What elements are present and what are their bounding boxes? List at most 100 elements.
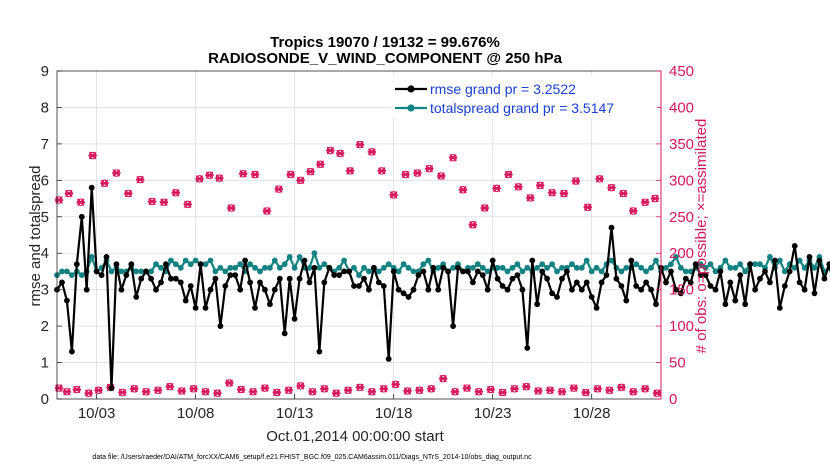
rmse-point bbox=[88, 184, 95, 191]
totalspread-point bbox=[321, 261, 328, 268]
obs-assimilated-marker bbox=[581, 388, 590, 397]
totalspread-point bbox=[271, 257, 278, 264]
rmse-point bbox=[539, 268, 546, 275]
y-axis-right: 0 50 100 150 200 250 300 350 400 450 bbox=[656, 63, 694, 408]
rmse-point bbox=[455, 264, 461, 271]
totalspread-point bbox=[796, 257, 803, 264]
totalspread-point bbox=[623, 264, 630, 271]
legend-rmse-marker bbox=[407, 85, 415, 93]
x-tick-label: 10/28 bbox=[573, 405, 611, 422]
obs-assimilated-marker bbox=[260, 384, 270, 392]
rmse-point bbox=[321, 279, 328, 286]
totalspread-point bbox=[108, 268, 115, 275]
legend: rmse grand pr = 3.2522 totalspread grand… bbox=[391, 76, 657, 118]
totalspread-point bbox=[232, 264, 239, 271]
rmse-point bbox=[772, 257, 778, 264]
obs-assimilated-marker bbox=[389, 191, 398, 199]
obs-assimilated-marker bbox=[320, 385, 329, 393]
y-right-tick-label: 300 bbox=[669, 172, 694, 189]
rmse-point bbox=[588, 294, 595, 300]
rmse-point bbox=[559, 275, 565, 282]
rmse-point bbox=[430, 264, 437, 271]
obs-assimilated-marker bbox=[238, 170, 248, 178]
obs-assimilated-marker bbox=[316, 160, 325, 169]
rmse-point bbox=[351, 283, 357, 289]
rmse-point bbox=[767, 279, 773, 286]
totalspread-point bbox=[509, 264, 516, 271]
obs-assimilated-marker bbox=[605, 386, 614, 395]
rmse-point bbox=[252, 305, 258, 311]
rmse-point bbox=[573, 279, 580, 286]
obs-assimilated-marker bbox=[545, 386, 555, 395]
totalspread-point bbox=[583, 257, 590, 264]
rmse-point bbox=[737, 272, 744, 278]
totalspread-point bbox=[484, 268, 491, 275]
rmse-point bbox=[207, 286, 214, 293]
totalspread-point bbox=[544, 264, 550, 271]
obs-assimilated-marker bbox=[76, 198, 85, 206]
footer-data-file: data file: /Users/raeder/DAI/ATM_forcXX/… bbox=[92, 454, 532, 461]
rmse-point bbox=[366, 286, 372, 293]
totalspread-point bbox=[187, 261, 194, 268]
obs-assimilated-marker bbox=[335, 149, 345, 158]
x-axis-label: Oct.01,2014 00:00:00 start bbox=[266, 428, 444, 445]
obs-assimilated-marker bbox=[306, 167, 315, 176]
obs-assimilated-marker bbox=[652, 389, 662, 397]
y-left-tick-label: 3 bbox=[41, 282, 49, 299]
obs-assimilated-marker bbox=[486, 385, 495, 394]
obs-assimilated-marker bbox=[492, 184, 501, 193]
rmse-point bbox=[356, 283, 362, 289]
totalspread-point bbox=[336, 264, 343, 271]
totalspread-point bbox=[588, 268, 595, 275]
totalspread-point bbox=[257, 268, 263, 275]
obs-assimilated-marker bbox=[403, 387, 412, 395]
legend-rmse-label: rmse grand pr = 3.2522 bbox=[430, 81, 576, 97]
obs-assimilated-marker bbox=[62, 387, 72, 396]
totalspread-point bbox=[752, 261, 758, 268]
obs-assimilated-marker bbox=[215, 174, 224, 182]
obs-assimilated-marker bbox=[296, 382, 305, 390]
totalspread-point bbox=[732, 264, 739, 271]
rmse-point bbox=[623, 297, 630, 304]
rmse-point bbox=[801, 286, 808, 293]
rmse-point bbox=[673, 286, 679, 293]
rmse-point bbox=[529, 257, 536, 264]
obs-assimilated-marker bbox=[640, 385, 650, 393]
obs-assimilated-marker bbox=[583, 203, 592, 212]
rmse-point bbox=[776, 305, 783, 311]
rmse-point bbox=[643, 279, 649, 286]
obs-assimilated-marker bbox=[236, 385, 246, 394]
obs-assimilated-marker bbox=[534, 387, 543, 395]
obs-assimilated-marker bbox=[272, 388, 282, 397]
rmse-point bbox=[445, 268, 451, 275]
y-left-tick-label: 9 bbox=[41, 63, 49, 80]
rmse-point bbox=[712, 286, 719, 293]
rmse-point bbox=[757, 275, 763, 282]
rmse-point bbox=[697, 272, 704, 278]
rmse-point bbox=[732, 297, 739, 304]
rmse-point bbox=[182, 297, 189, 304]
rmse-point bbox=[638, 286, 645, 293]
totalspread-point bbox=[598, 268, 605, 275]
rmse-point bbox=[192, 305, 199, 311]
totalspread-point bbox=[361, 264, 367, 271]
y-right-tick-label: 250 bbox=[669, 209, 694, 226]
rmse-point bbox=[361, 275, 367, 282]
rmse-point bbox=[727, 279, 734, 286]
rmse-point bbox=[375, 279, 382, 286]
chart-title-line2: RADIOSONDE_V_WIND_COMPONENT @ 250 hPa bbox=[208, 50, 563, 67]
totalspread-point bbox=[158, 264, 164, 271]
obs-assimilated-marker bbox=[498, 388, 507, 397]
rmse-point bbox=[722, 301, 729, 308]
obs-assimilated-marker bbox=[413, 169, 422, 177]
rmse-point bbox=[816, 257, 823, 264]
rmse-point bbox=[237, 286, 244, 293]
rmse-point bbox=[692, 261, 699, 268]
x-tick-label: 10/13 bbox=[276, 405, 314, 422]
totalspread-point bbox=[227, 264, 234, 271]
y-left-tick-label: 4 bbox=[41, 245, 49, 262]
rmse-point bbox=[479, 272, 486, 278]
totalspread-point bbox=[281, 261, 288, 268]
obs-assimilated-marker bbox=[522, 382, 531, 391]
rmse-point bbox=[450, 323, 456, 329]
